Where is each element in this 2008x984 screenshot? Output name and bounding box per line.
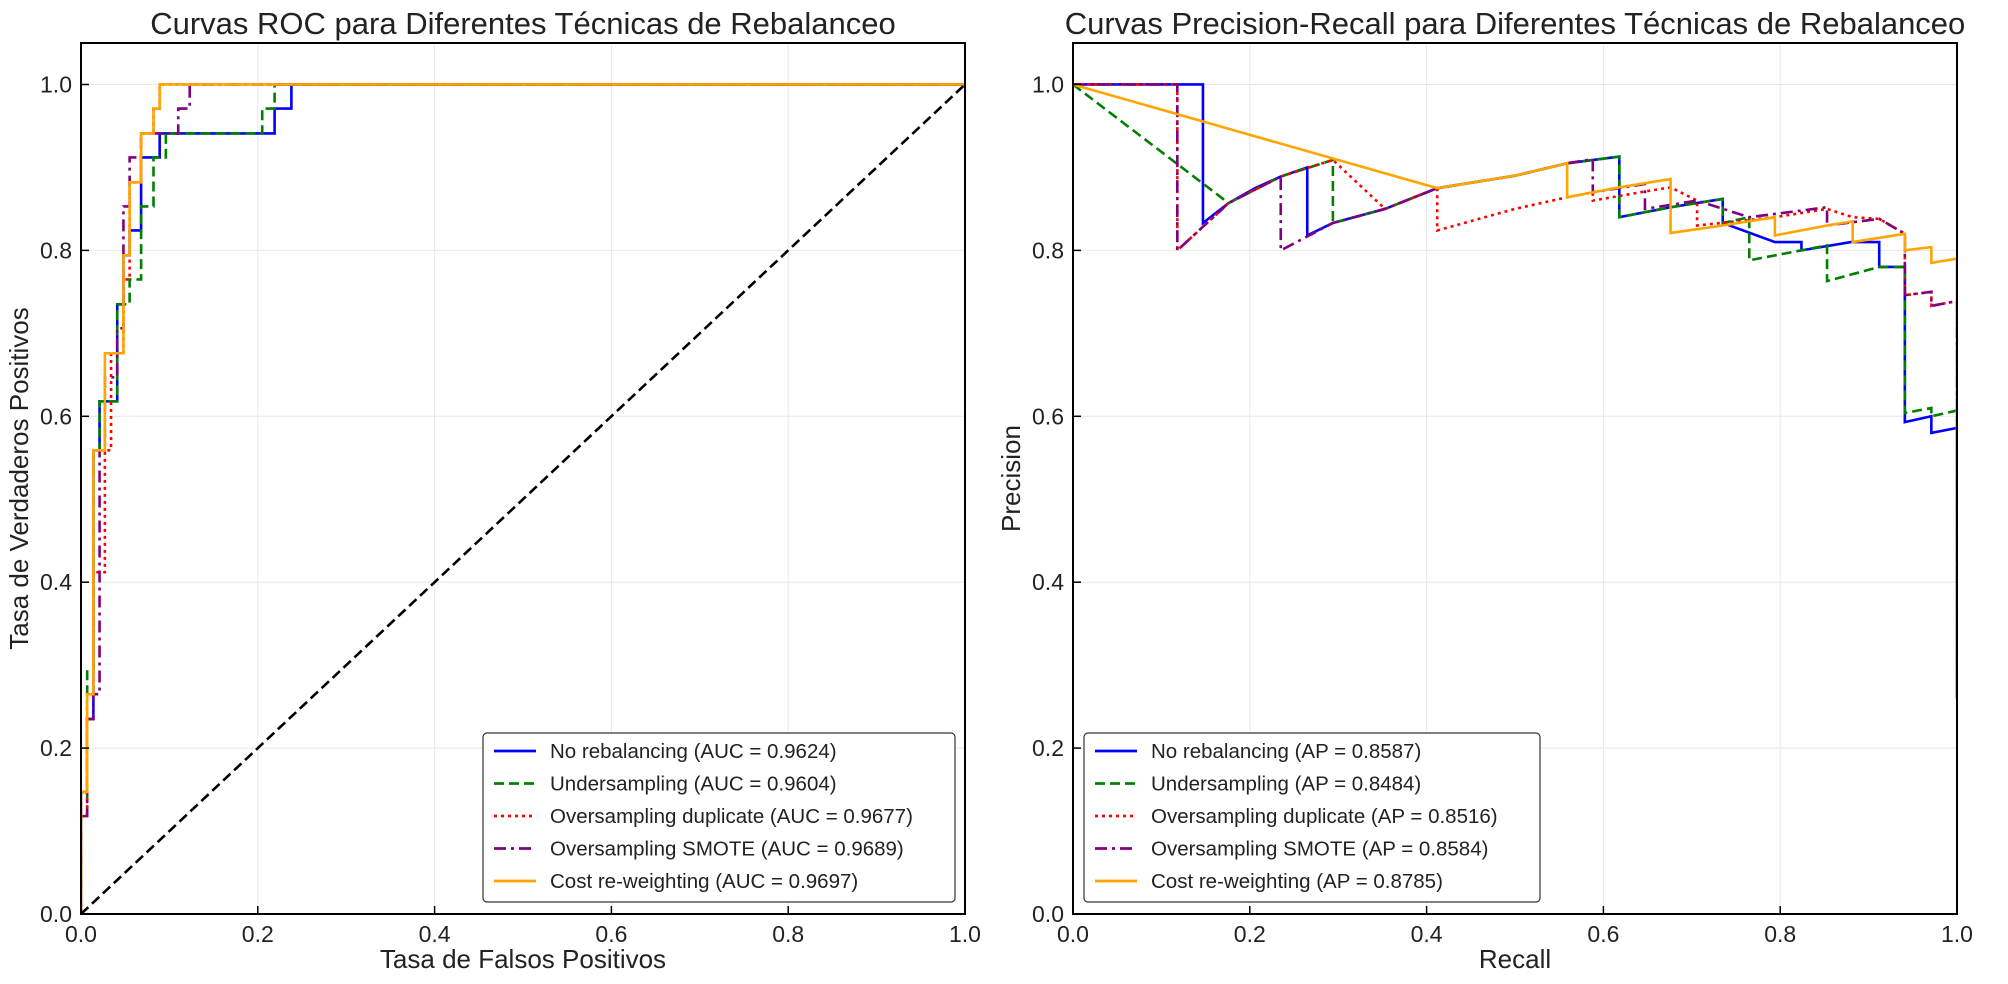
chart-title: Curvas Precision-Recall para Diferentes …: [1065, 6, 1966, 41]
legend-label: Cost re-weighting (AP = 0.8785): [1151, 870, 1443, 893]
y-tick-label: 0.6: [1032, 403, 1064, 429]
legend: No rebalancing (AP = 0.8587) Undersamplin…: [1083, 732, 1541, 903]
series-line-5: [81, 83, 965, 914]
x-tick-label: 0.2: [242, 921, 274, 947]
plot-frame: [80, 42, 966, 915]
chart-panel-1: 0.0 0.2 0.4 0.6 0.8 1.0 0.0 0.2 0.4 0.6 0.8 1.0 Curv…: [4, 6, 981, 974]
y-axis-label: Precision: [996, 425, 1026, 532]
x-axis-label: Recall: [1479, 944, 1551, 974]
y-tick-label: 0.4: [40, 569, 72, 595]
legend-label: No rebalancing (AUC = 0.9624): [550, 740, 837, 763]
x-tick-label: 0.0: [1057, 921, 1089, 947]
legend-label: Oversampling SMOTE (AUC = 0.9689): [550, 838, 904, 861]
y-tick-label: 0.4: [1032, 569, 1064, 595]
y-tick-label: 0.2: [1032, 735, 1064, 761]
series-line-5: [1073, 83, 1957, 699]
y-tick-label: 0.0: [40, 901, 72, 927]
x-tick-label: 0.2: [1234, 921, 1266, 947]
x-tick-label: 0.4: [1411, 921, 1443, 947]
legend-box: [482, 732, 956, 903]
legend-box: [1083, 732, 1541, 903]
y-tick-label: 1.0: [1032, 71, 1064, 97]
plot-frame: [1072, 42, 1958, 915]
x-tick-label: 0.4: [419, 921, 451, 947]
y-tick-label: 0.0: [1032, 901, 1064, 927]
x-tick-label: 1.0: [1941, 921, 1973, 947]
y-tick-label: 0.8: [1032, 237, 1064, 263]
series-line-4: [81, 83, 965, 914]
series-line-2: [1073, 83, 1957, 699]
legend: No rebalancing (AUC = 0.9624) Undersampli…: [482, 732, 956, 903]
x-tick-label: 0.8: [1764, 921, 1796, 947]
x-axis-label: Tasa de Falsos Positivos: [380, 944, 666, 974]
legend-label: Undersampling (AP = 0.8484): [1151, 773, 1421, 796]
legend-label: Cost re-weighting (AUC = 0.9697): [550, 870, 858, 893]
legend-label: Oversampling duplicate (AUC = 0.9677): [550, 805, 913, 828]
y-tick-label: 0.2: [40, 735, 72, 761]
chance-diagonal-line: [81, 83, 965, 914]
series-line-2: [81, 83, 965, 914]
chart-panel-2: 0.0 0.2 0.4 0.6 0.8 1.0 0.0 0.2 0.4 0.6 0.8 1.0 Curv…: [996, 6, 1973, 974]
chart-title: Curvas ROC para Diferentes Técnicas de R…: [150, 6, 896, 41]
x-tick-label: 1.0: [949, 921, 981, 947]
x-tick-label: 0.6: [1587, 921, 1619, 947]
x-tick-label: 0.8: [772, 921, 804, 947]
x-tick-label: 0.6: [595, 921, 627, 947]
legend-label: Oversampling SMOTE (AP = 0.8584): [1151, 838, 1488, 861]
legend-label: Oversampling duplicate (AP = 0.8516): [1151, 805, 1498, 828]
y-tick-label: 0.8: [40, 237, 72, 263]
y-tick-label: 1.0: [40, 71, 72, 97]
legend-label: Undersampling (AUC = 0.9604): [550, 773, 837, 796]
y-tick-label: 0.6: [40, 403, 72, 429]
y-axis-label: Tasa de Verdaderos Positivos: [4, 307, 34, 650]
legend-label: No rebalancing (AP = 0.8587): [1151, 740, 1421, 763]
x-tick-label: 0.0: [65, 921, 97, 947]
